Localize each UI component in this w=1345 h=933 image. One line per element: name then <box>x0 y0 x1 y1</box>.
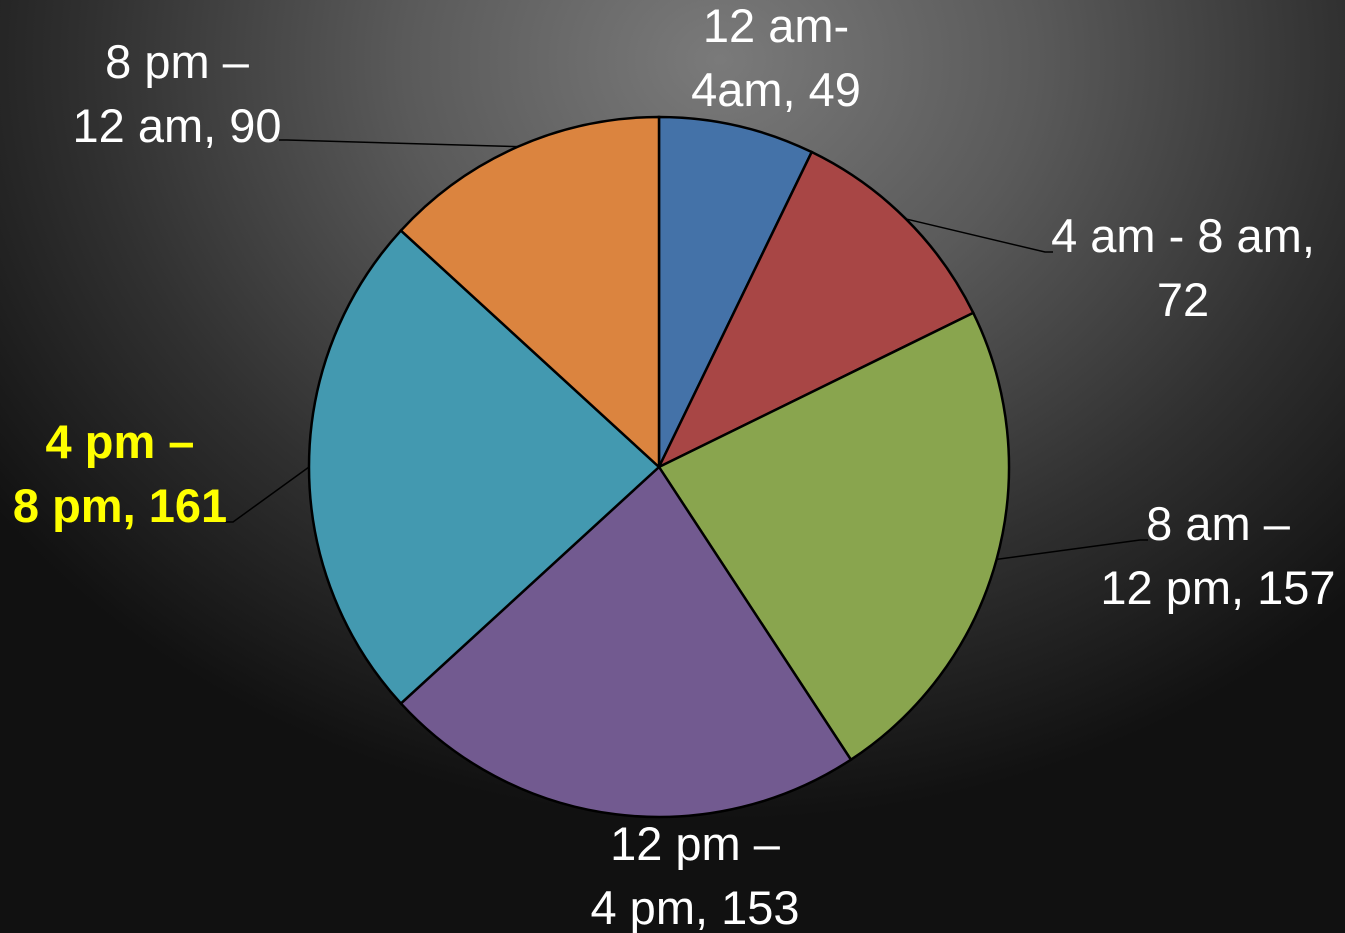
data-label-3: 8 am – 12 pm, 157 <box>1100 497 1335 614</box>
data-label-2: 4 am - 8 am, 72 <box>1051 209 1315 326</box>
pie-slice-6 <box>399 115 661 470</box>
data-label-1: 12 am- 4am, 49 <box>691 0 861 116</box>
data-label-line: 4 am - 8 am, <box>1051 209 1315 262</box>
data-label-line: 12 pm – <box>610 817 781 870</box>
data-label-line: 4 pm – <box>46 415 195 468</box>
data-label-4: 12 pm – 4 pm, 153 <box>590 817 799 933</box>
data-label-line: 4am, 49 <box>691 63 861 116</box>
data-label-line: 12 pm, 157 <box>1100 561 1335 614</box>
leader-line-6 <box>279 139 519 148</box>
data-label-6: 8 pm – 12 am, 90 <box>72 35 281 152</box>
pie-slice-2 <box>656 150 975 470</box>
pie-slice-3 <box>657 311 1011 762</box>
data-label-line: 8 pm, 161 <box>13 479 227 532</box>
leader-line-3 <box>996 539 1148 561</box>
data-label-line: 8 am – <box>1146 497 1291 550</box>
pie-slice-1 <box>657 115 814 468</box>
leader-line-2 <box>905 218 1053 253</box>
data-label-line: 12 am- <box>703 0 849 52</box>
data-label-line: 8 pm – <box>105 35 250 88</box>
data-label-5: 4 pm – 8 pm, 161 <box>13 415 227 532</box>
data-label-line: 12 am, 90 <box>72 99 281 152</box>
data-label-line: 72 <box>1157 273 1209 326</box>
data-label-line: 4 pm, 153 <box>590 881 799 933</box>
leader-line-5 <box>225 466 310 523</box>
pie-slice-4 <box>399 465 853 819</box>
